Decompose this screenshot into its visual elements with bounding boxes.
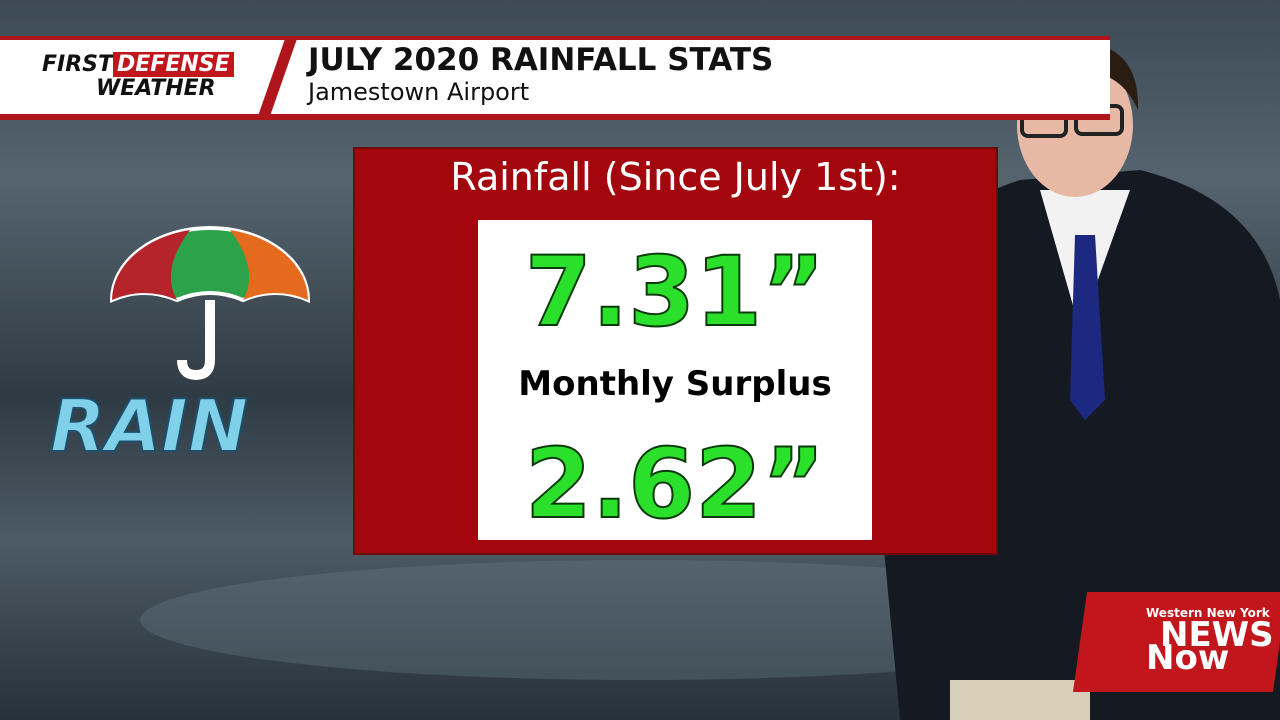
panel-title: Rainfall (Since July 1st): [450,155,901,199]
banner-divider [258,36,298,116]
brand-first: FIRST [42,52,114,77]
rainfall-value: 7.31” [524,235,826,349]
brand-line-1: FIRST DEFENSE [42,52,234,77]
brand-defense: DEFENSE [113,52,234,77]
rain-icon-label: RAIN [49,383,249,469]
logo-news: NEWS [1160,615,1274,655]
surplus-value: 2.62” [524,427,826,541]
title-banner [0,36,1110,120]
brand-weather: WEATHER [96,76,216,101]
logo-now: Now [1146,638,1230,678]
header-subtitle: Jamestown Airport [308,78,530,106]
logo-region: Western New York [1146,606,1270,620]
header-title: JULY 2020 RAINFALL STATS [308,42,774,78]
stats-box [478,220,872,540]
surplus-label: Monthly Surplus [518,364,832,404]
